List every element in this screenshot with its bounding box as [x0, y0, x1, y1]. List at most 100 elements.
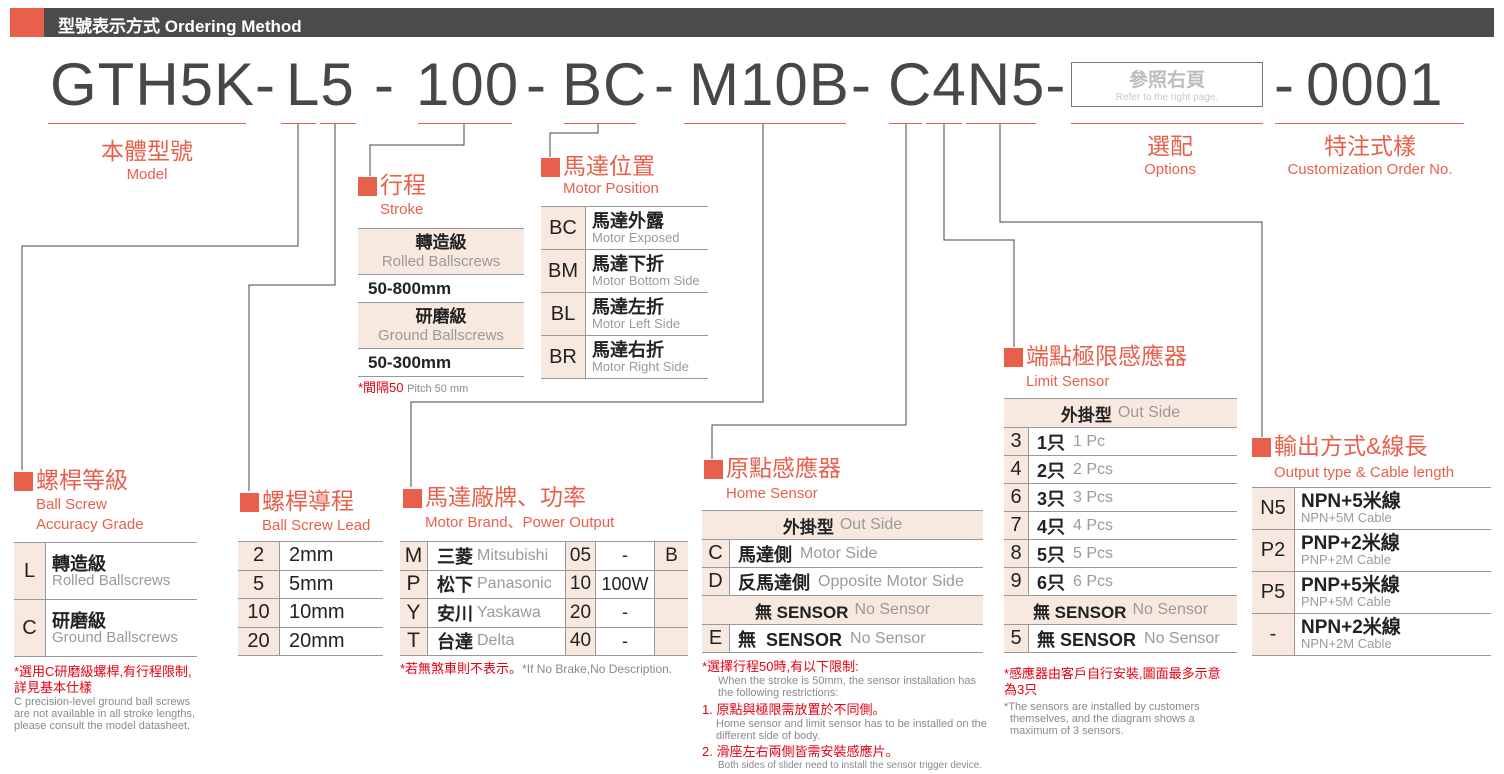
label-zh: 選配 — [1147, 133, 1193, 159]
note-gray: please consult the model datasheet. — [14, 720, 191, 732]
desc-en: Motor Bottom Side — [592, 272, 700, 288]
note-gray: Home sensor and limit sensor has to be i… — [716, 718, 987, 730]
table-row: 轉造級 Rolled Ballscrews — [358, 229, 524, 275]
sensor-code: 4 — [1004, 456, 1029, 483]
code-dash: - — [851, 51, 872, 118]
table-row: 外掛型 Out Side — [702, 511, 983, 540]
desc-en: Motor Right Side — [592, 358, 689, 374]
stroke-note: *間隔50 Pitch 50 mm — [358, 380, 468, 396]
grade-en: Rolled Ballscrews — [381, 252, 501, 270]
note-red: *選用C研磨級螺桿,有行程限制, — [14, 664, 192, 679]
table-row: N5 NPN+5米線 NPN+5M Cable — [1252, 488, 1491, 530]
underline — [966, 123, 1036, 124]
lead-code: 10 — [238, 599, 280, 627]
section-header: 型號表示方式 Ordering Method — [10, 8, 1494, 37]
sensor-code: D — [702, 568, 730, 595]
sensor-code: 5 — [1004, 625, 1029, 652]
header-title: 型號表示方式 Ordering Method — [58, 17, 302, 36]
row-desc: 馬達下折 Motor Bottom Side — [586, 250, 708, 292]
sensor-code: 8 — [1004, 540, 1029, 567]
lead-table: 2 2mm 5 5mm 10 10mm 20 20mm — [238, 541, 383, 656]
note-red: 詳見基本仕樣 — [14, 680, 93, 695]
note-gray: themselves, and the diagram shows a — [1010, 713, 1195, 725]
lead-value: 2mm — [289, 544, 334, 567]
section-en: Motor Brand、Power Output — [425, 514, 615, 531]
code-sensors: C4N5- — [888, 51, 1067, 118]
brand-code: P — [400, 570, 428, 598]
sensor-en: No Sensor — [850, 629, 926, 647]
desc-en: Motor Exposed — [592, 229, 680, 245]
sensor-code: 3 — [1004, 428, 1029, 455]
label-zh: 特注式樣 — [1324, 133, 1416, 159]
label-options: 選配 Options — [1071, 127, 1269, 178]
table-row: BR 馬達右折 Motor Right Side — [541, 336, 708, 379]
row-desc: PNP+5米線 PNP+5M Cable — [1295, 572, 1491, 613]
section-en: Limit Sensor — [1026, 373, 1110, 390]
brand-zh: 台達 — [437, 632, 473, 653]
lead-code: 2 — [238, 542, 280, 570]
square-marker — [240, 493, 259, 512]
row-desc: 馬達右折 Motor Right Side — [586, 336, 708, 378]
table-row: 6 3只 3 Pcs — [1004, 484, 1237, 512]
section-zh: 馬達位置 — [563, 153, 655, 179]
lead-code: 20 — [238, 627, 280, 655]
section-en: Ball Screw Lead — [262, 517, 371, 534]
section-zh: 行程 — [380, 172, 426, 198]
note-red: *若無煞車則不表示。 — [400, 661, 523, 676]
sensor-header: 無 SENSOR No Sensor — [702, 596, 983, 624]
table-row: 5 無 SENSOR No Sensor — [1004, 625, 1237, 653]
table-row: BM 馬達下折 Motor Bottom Side — [541, 250, 708, 293]
table-row: 10 10mm — [238, 599, 383, 628]
code-model: GTH5K- — [50, 51, 277, 118]
table-row: E 無 SENSOR No Sensor — [702, 625, 983, 653]
row-code: BL — [541, 293, 586, 335]
brand-code: T — [400, 627, 428, 655]
note-gray: different side of body. — [716, 730, 821, 742]
note-gray: Both sides of slider need to install the… — [718, 760, 983, 771]
table-row: D 反馬達側 Opposite Motor Side — [702, 568, 983, 596]
sensor-zh: 反馬達側 — [738, 572, 810, 593]
table-row: 20 20mm — [238, 627, 383, 656]
desc-zh: PNP+5米線 — [1301, 575, 1400, 596]
table-row: 4 2只 2 Pcs — [1004, 456, 1237, 484]
brand-en: Mitsubishi — [477, 546, 549, 564]
brand-name: 台達 Delta — [428, 627, 566, 655]
square-marker — [403, 489, 422, 508]
limit-note: *感應器由客戶自行安裝,圖面最多示意 為3只 *The sensors are … — [1004, 666, 1221, 737]
stroke-table: 轉造級 Rolled Ballscrews 50-800mm 研磨級 Ground Ba… — [358, 228, 524, 377]
sensor-zh: 馬達側 — [738, 544, 792, 565]
square-marker — [1004, 348, 1023, 367]
code-dash: - — [526, 51, 547, 118]
sensor-zh: 1只 — [1037, 432, 1066, 453]
code-dash: - — [374, 51, 395, 118]
section-en: Home Sensor — [726, 485, 818, 502]
underline — [564, 123, 636, 124]
row-code: BR — [541, 336, 586, 378]
table-row: 外掛型 Out Side — [1004, 399, 1237, 428]
sensor-desc: 4只 4 Pcs — [1029, 512, 1237, 539]
sensor-zh: 無 SENSOR — [738, 629, 843, 650]
section-zh: 螺桿導程 — [262, 488, 354, 514]
header-zh: 無 SENSOR — [1032, 602, 1127, 622]
note-gray: maximum of 3 sensors. — [1010, 725, 1124, 737]
section-en: Accuracy Grade — [36, 516, 144, 533]
table-row: C 研磨級 Ground Ballscrews — [14, 600, 197, 657]
sensor-en: 1 Pc — [1073, 432, 1106, 450]
sensor-zh: 4只 — [1037, 516, 1066, 537]
brand-zh: 三菱 — [437, 546, 473, 567]
brand-name: 三菱 Mitsubishi — [428, 542, 566, 570]
table-row: BL 馬達左折 Motor Left Side — [541, 293, 708, 336]
label-en: Options — [1144, 161, 1196, 178]
sensor-code: 7 — [1004, 512, 1029, 539]
row-code: L — [14, 543, 46, 599]
power-code: 40 — [566, 627, 596, 655]
sensor-header: 無 SENSOR No Sensor — [1004, 596, 1237, 624]
power-code: 20 — [566, 599, 596, 627]
desc-zh: 馬達右折 — [592, 339, 664, 360]
sensor-desc: 2只 2 Pcs — [1029, 456, 1237, 483]
sensor-desc: 1只 1 Pc — [1029, 428, 1237, 455]
motor-note: *若無煞車則不表示。*If No Brake,No Description. — [400, 661, 672, 677]
table-row: 7 4只 4 Pcs — [1004, 512, 1237, 540]
underline — [889, 123, 922, 124]
